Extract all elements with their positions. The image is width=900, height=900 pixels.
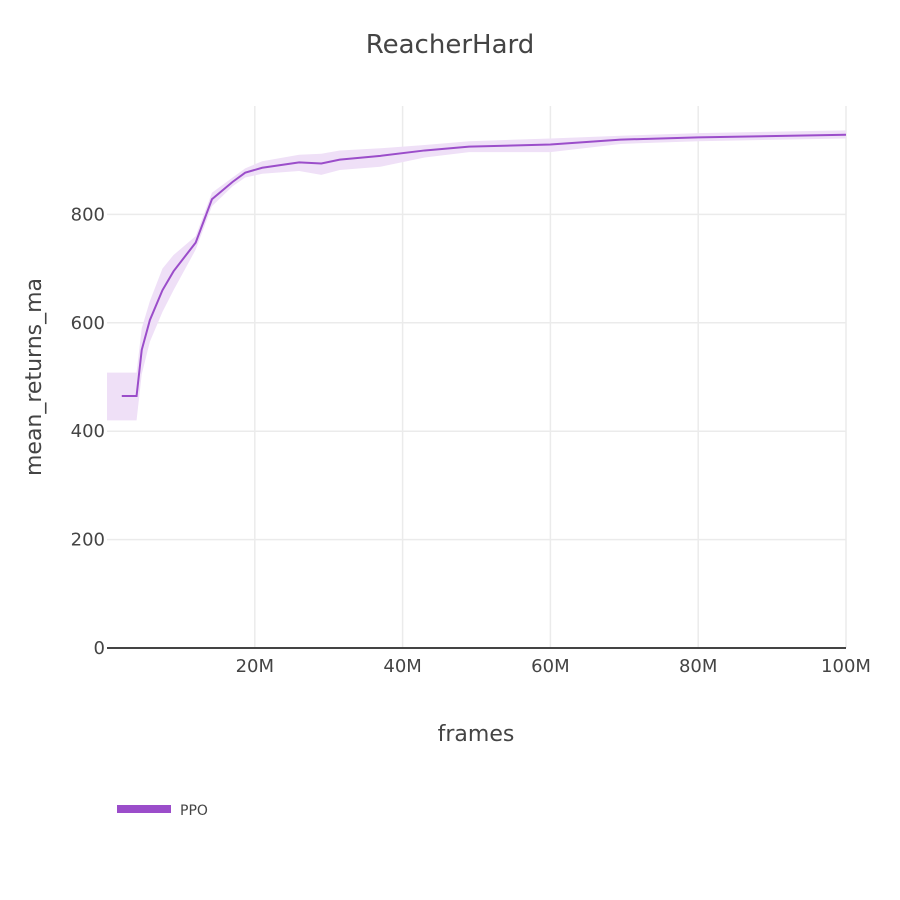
x-tick-label: 40M xyxy=(383,656,421,677)
chart-title: ReacherHard xyxy=(366,30,535,60)
y-axis-title: mean_returns_ma xyxy=(22,278,47,476)
legend-swatch-ppo[interactable] xyxy=(117,805,171,813)
y-axis-ticks: 0 200 400 600 800 xyxy=(71,204,105,659)
y-tick-label: 800 xyxy=(71,204,105,225)
y-tick-label: 200 xyxy=(71,530,105,551)
plot-area[interactable] xyxy=(107,130,847,421)
legend-label-ppo[interactable]: PPO xyxy=(180,803,208,819)
confidence-band xyxy=(107,130,846,421)
x-axis-ticks: 20M 40M 60M 80M 100M xyxy=(236,656,871,677)
x-tick-label: 100M xyxy=(821,656,871,677)
x-tick-label: 60M xyxy=(531,656,569,677)
y-tick-label: 600 xyxy=(71,313,105,334)
series-line-ppo[interactable] xyxy=(121,133,847,397)
y-tick-label: 400 xyxy=(71,421,105,442)
x-tick-label: 80M xyxy=(679,656,717,677)
gridlines xyxy=(107,106,847,648)
x-tick-label: 20M xyxy=(236,656,274,677)
y-tick-label: 0 xyxy=(94,638,105,659)
legend[interactable]: PPO xyxy=(117,803,208,819)
x-axis-title: frames xyxy=(438,722,515,747)
